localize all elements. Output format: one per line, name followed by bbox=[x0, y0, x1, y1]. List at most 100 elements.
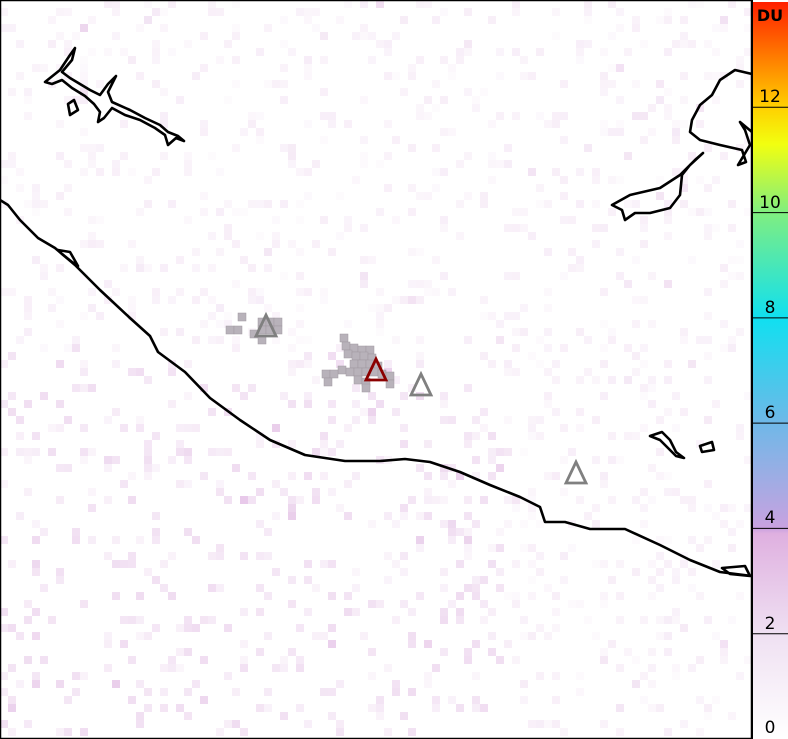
so2-pixel bbox=[304, 608, 312, 616]
so2-pixel bbox=[360, 280, 368, 288]
so2-pixel bbox=[632, 496, 640, 504]
so2-pixel bbox=[192, 624, 200, 632]
so2-pixel bbox=[168, 656, 176, 664]
so2-pixel bbox=[128, 472, 136, 480]
so2-pixel bbox=[592, 632, 600, 640]
so2-pixel bbox=[664, 616, 672, 624]
so2-pixel bbox=[296, 704, 304, 712]
so2-pixel bbox=[608, 640, 616, 648]
so2-pixel bbox=[168, 368, 176, 376]
so2-pixel bbox=[536, 336, 544, 344]
so2-pixel bbox=[688, 568, 696, 576]
so2-pixel bbox=[704, 312, 712, 320]
so2-pixel bbox=[512, 600, 520, 608]
so2-pixel bbox=[616, 704, 624, 712]
so2-pixel bbox=[32, 64, 40, 72]
so2-pixel bbox=[400, 504, 408, 512]
so2-pixel bbox=[464, 40, 472, 48]
island-bay bbox=[56, 248, 80, 268]
so2-pixel bbox=[0, 720, 8, 728]
so2-pixel bbox=[536, 200, 544, 208]
so2-pixel bbox=[280, 144, 288, 152]
so2-pixel bbox=[208, 448, 216, 456]
so2-pixel bbox=[168, 664, 176, 672]
so2-pixel bbox=[440, 472, 448, 480]
so2-pixel bbox=[392, 32, 400, 40]
so2-pixel bbox=[176, 424, 184, 432]
so2-pixel bbox=[304, 472, 312, 480]
so2-pixel bbox=[704, 208, 712, 216]
so2-pixel bbox=[104, 0, 112, 8]
so2-pixel bbox=[256, 488, 264, 496]
so2-pixel bbox=[728, 256, 736, 264]
so2-pixel bbox=[200, 472, 208, 480]
so2-pixel bbox=[408, 184, 416, 192]
so2-pixel bbox=[488, 560, 496, 568]
so2-pixel bbox=[424, 440, 432, 448]
so2-pixel bbox=[232, 240, 240, 248]
so2-pixel bbox=[648, 320, 656, 328]
colorbar-tick-label: 12 bbox=[759, 87, 781, 108]
so2-pixel bbox=[408, 296, 416, 304]
so2-pixel bbox=[8, 24, 16, 32]
so2-pixel bbox=[680, 200, 688, 208]
so2-pixel bbox=[416, 352, 424, 360]
so2-pixel bbox=[656, 176, 664, 184]
so2-pixel bbox=[400, 88, 408, 96]
so2-pixel bbox=[376, 0, 384, 8]
so2-pixel bbox=[616, 664, 624, 672]
so2-pixel bbox=[464, 544, 472, 552]
so2-pixel bbox=[640, 424, 648, 432]
so2-pixel bbox=[288, 144, 296, 152]
so2-pixel bbox=[400, 440, 408, 448]
so2-pixel bbox=[256, 112, 264, 120]
so2-pixel bbox=[664, 48, 672, 56]
so2-pixel bbox=[424, 488, 432, 496]
so2-pixel bbox=[296, 360, 304, 368]
so2-pixel bbox=[232, 0, 240, 8]
so2-pixel bbox=[64, 160, 72, 168]
so2-pixel bbox=[664, 648, 672, 656]
so2-pixel bbox=[432, 704, 440, 712]
so2-pixel bbox=[192, 296, 200, 304]
so2-pixel bbox=[464, 552, 472, 560]
so2-pixel bbox=[504, 496, 512, 504]
so2-pixel bbox=[144, 376, 152, 384]
so2-pixel bbox=[304, 576, 312, 584]
so2-pixel bbox=[656, 80, 664, 88]
so2-pixel bbox=[112, 560, 120, 568]
so2-pixel bbox=[112, 408, 120, 416]
so2-pixel bbox=[560, 80, 568, 88]
so2-pixel bbox=[736, 256, 744, 264]
so2-pixel bbox=[216, 728, 224, 736]
so2-pixel bbox=[680, 720, 688, 728]
island-right-elongated bbox=[610, 151, 705, 222]
so2-pixel bbox=[288, 472, 296, 480]
so2-pixel bbox=[496, 544, 504, 552]
so2-pixel bbox=[136, 256, 144, 264]
so2-pixel bbox=[384, 576, 392, 584]
so2-pixel bbox=[704, 184, 712, 192]
so2-pixel bbox=[24, 304, 32, 312]
so2-pixel bbox=[648, 664, 656, 672]
so2-pixel bbox=[304, 8, 312, 16]
so2-pixel bbox=[600, 720, 608, 728]
so2-pixel bbox=[240, 496, 248, 504]
so2-pixel bbox=[96, 216, 104, 224]
so2-pixel bbox=[576, 408, 584, 416]
so2-pixel bbox=[672, 128, 680, 136]
so2-pixel bbox=[136, 720, 144, 728]
so2-pixel bbox=[416, 536, 424, 544]
so2-pixel bbox=[608, 376, 616, 384]
so2-pixel bbox=[232, 464, 240, 472]
so2-pixel bbox=[640, 696, 648, 704]
so2-pixel bbox=[304, 72, 312, 80]
so2-pixel bbox=[640, 392, 648, 400]
so2-pixel bbox=[536, 360, 544, 368]
so2-pixel bbox=[112, 456, 120, 464]
so2-pixel bbox=[616, 616, 624, 624]
so2-pixel bbox=[736, 672, 744, 680]
so2-pixel bbox=[440, 8, 448, 16]
so2-pixel bbox=[432, 496, 440, 504]
so2-pixel bbox=[176, 440, 184, 448]
